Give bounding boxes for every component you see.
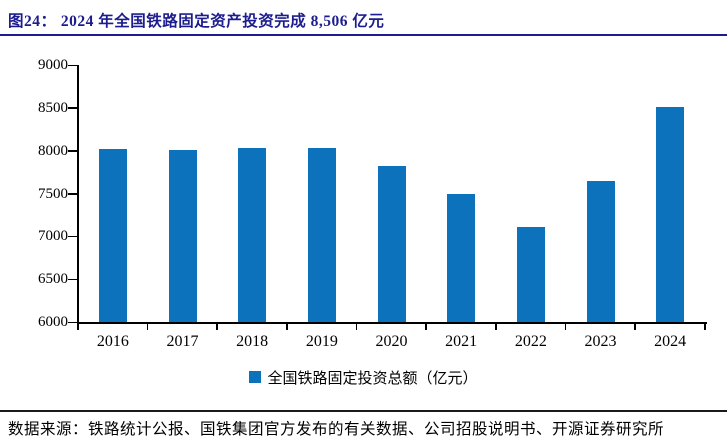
- x-tick: [286, 324, 288, 330]
- bar: [447, 194, 476, 322]
- y-tick: [68, 150, 77, 152]
- bar: [656, 107, 685, 322]
- legend-label: 全国铁路固定投资总额（亿元）: [267, 370, 478, 387]
- x-axis-label: 2016: [96, 333, 129, 350]
- x-tick: [704, 324, 706, 330]
- x-axis-label: 2018: [236, 333, 269, 350]
- y-axis-line: [77, 65, 79, 324]
- x-axis-label: 2023: [584, 333, 617, 350]
- y-tick: [68, 278, 77, 281]
- y-tick: [68, 321, 77, 324]
- bar: [516, 226, 545, 322]
- legend-swatch-icon: [249, 371, 262, 383]
- y-axis-label: 7500: [38, 185, 68, 202]
- y-axis-label: 9000: [38, 57, 68, 73]
- bar: [238, 148, 267, 322]
- bar: [586, 181, 615, 322]
- title-divider: [0, 34, 727, 36]
- bar: [98, 149, 127, 322]
- y-axis-label: 6500: [38, 271, 68, 288]
- x-axis-label: 2022: [514, 333, 547, 350]
- x-axis-label: 2021: [445, 333, 478, 350]
- bar: [377, 166, 406, 322]
- x-axis-line: [77, 322, 707, 324]
- bar: [168, 149, 197, 322]
- y-axis-label: 8000: [38, 142, 68, 159]
- x-axis-label: 2017: [166, 333, 199, 350]
- source-divider: [0, 410, 727, 412]
- y-tick: [68, 64, 77, 67]
- x-axis-label: 2019: [305, 333, 338, 350]
- x-tick: [216, 324, 218, 330]
- x-tick: [634, 324, 636, 330]
- x-tick: [77, 324, 79, 330]
- x-axis-label: 2024: [654, 333, 687, 350]
- y-axis-label: 6000: [38, 314, 68, 330]
- y-axis-label: 8500: [38, 99, 68, 116]
- bar: [307, 148, 336, 322]
- y-axis-label: 7000: [38, 228, 68, 245]
- x-tick: [564, 324, 567, 330]
- x-tick: [355, 324, 358, 330]
- x-tick: [495, 324, 497, 330]
- x-tick: [146, 324, 149, 330]
- y-tick: [68, 193, 77, 195]
- y-tick: [68, 235, 77, 238]
- x-tick: [425, 324, 427, 330]
- data-source-text: 数据来源：铁路统计公报、国铁集团官方发布的有关数据、公司招股说明书、开源证券研究…: [8, 421, 665, 438]
- x-axis-label: 2020: [375, 333, 408, 350]
- y-tick: [68, 107, 77, 109]
- figure-title: 图24： 2024 年全国铁路固定资产投资完成 8,506 亿元: [8, 13, 385, 30]
- chart-legend: 全国铁路固定投资总额（亿元）: [0, 367, 727, 387]
